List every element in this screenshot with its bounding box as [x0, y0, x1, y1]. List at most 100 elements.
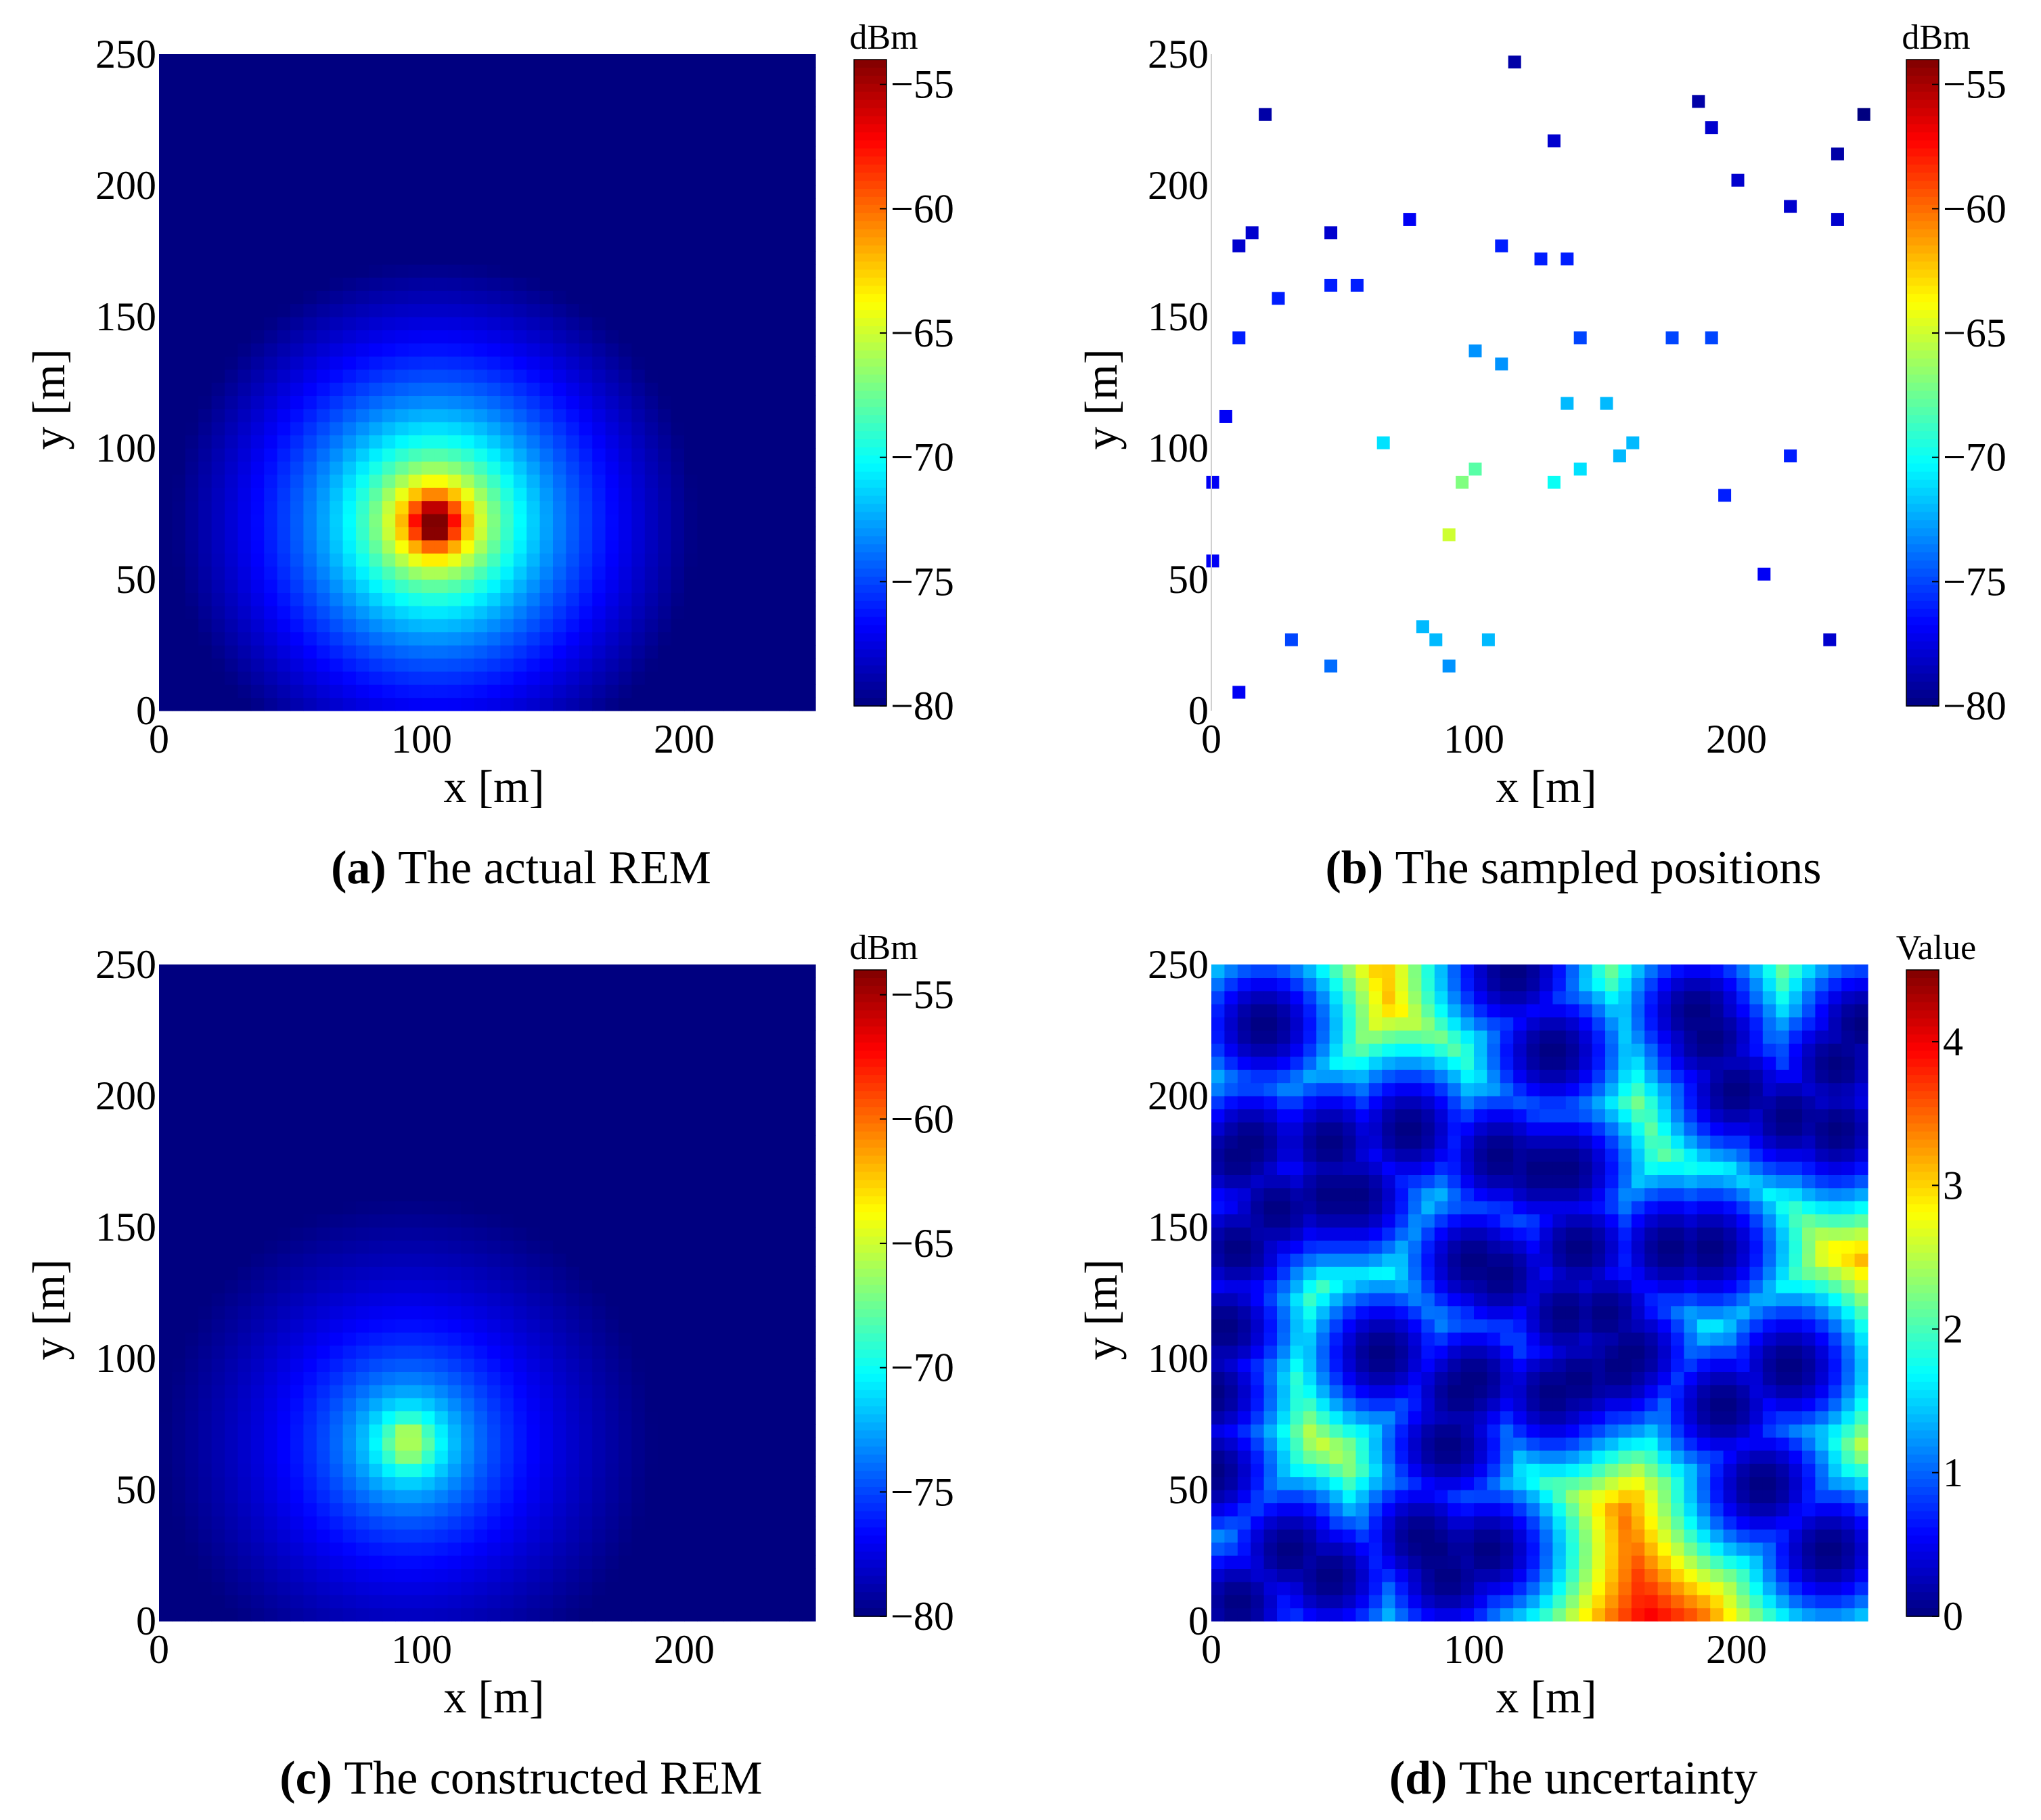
heatmap-cell — [461, 1306, 475, 1320]
heatmap-cell — [264, 1279, 278, 1293]
heatmap-cell — [723, 592, 738, 606]
heatmap-cell — [250, 1437, 265, 1451]
heatmap-cell — [434, 645, 449, 659]
heatmap-cell — [736, 1503, 750, 1517]
heatmap-cell — [225, 1056, 238, 1070]
heatmap-cell — [356, 106, 369, 120]
heatmap-cell — [198, 990, 212, 1004]
heatmap-cell — [330, 435, 344, 449]
heatmap-cell — [290, 1069, 304, 1084]
heatmap-cell — [631, 1004, 646, 1018]
heatmap-cell — [395, 198, 409, 213]
heatmap-cell — [422, 120, 435, 133]
heatmap-cell — [159, 317, 173, 330]
heatmap-cell — [159, 1082, 173, 1096]
heatmap-cell — [369, 1253, 383, 1267]
heatmap-cell — [605, 133, 619, 147]
heatmap-cell — [264, 146, 278, 160]
heatmap-cell — [395, 382, 409, 396]
heatmap-cell — [723, 290, 738, 305]
caption-text: The actual REM — [386, 842, 711, 894]
heatmap-cell — [631, 1568, 646, 1582]
heatmap-cell — [750, 395, 763, 409]
heatmap-cell — [159, 93, 173, 108]
heatmap-cell — [684, 527, 698, 541]
heatmap-cell — [658, 1503, 672, 1517]
heatmap-cell — [526, 303, 541, 317]
heatmap-cell — [644, 619, 658, 633]
heatmap-cell — [342, 566, 357, 580]
heatmap-cell — [553, 1318, 566, 1333]
heatmap-cell — [211, 1476, 225, 1490]
heatmap-cell — [198, 1542, 212, 1556]
heatmap-cell — [763, 317, 777, 330]
heatmap-cell — [238, 1266, 252, 1281]
heatmap-cell — [644, 1017, 658, 1031]
heatmap-cell — [736, 133, 750, 147]
heatmap-cell — [356, 1148, 369, 1162]
heatmap-cell — [658, 631, 672, 646]
heatmap-cell — [710, 645, 724, 659]
colorbar-tick-label: −65 — [891, 311, 954, 355]
heatmap-cell — [250, 1515, 265, 1530]
heatmap-cell — [461, 1030, 475, 1044]
heatmap-cell — [658, 1371, 672, 1385]
heatmap-cell — [579, 317, 593, 330]
heatmap-cell — [553, 1069, 566, 1084]
heatmap-cell — [526, 1293, 541, 1306]
heatmap-cell — [447, 159, 462, 173]
heatmap-cell — [330, 1201, 344, 1215]
heatmap-cell — [644, 93, 658, 108]
heatmap-cell — [553, 605, 566, 619]
heatmap-cell — [553, 133, 566, 147]
heatmap-cell — [684, 1515, 698, 1530]
heatmap-cell — [644, 527, 658, 541]
heatmap-cell — [225, 1069, 238, 1084]
heatmap-cell — [264, 1607, 278, 1622]
heatmap-cell — [198, 1607, 212, 1622]
heatmap-cell — [710, 1424, 724, 1438]
heatmap-cell — [369, 211, 383, 225]
heatmap-cell — [185, 1279, 199, 1293]
heatmap-cell — [644, 1515, 658, 1530]
heatmap-cell — [277, 1017, 291, 1031]
heatmap-cell — [382, 605, 396, 619]
colorbar-segment — [1906, 374, 1939, 384]
heatmap-cell — [566, 1174, 580, 1189]
heatmap-cell — [250, 474, 265, 488]
heatmap-cell — [723, 1490, 738, 1503]
heatmap-cell — [382, 1004, 396, 1018]
heatmap-cell — [619, 658, 632, 672]
heatmap-cell — [605, 1266, 619, 1281]
heatmap-cell — [619, 1109, 632, 1123]
heatmap-cell — [776, 592, 790, 606]
heatmap-cell — [605, 1555, 619, 1569]
heatmap-cell — [422, 1476, 435, 1490]
heatmap-cell — [605, 684, 619, 698]
heatmap-cell — [330, 1384, 344, 1398]
heatmap-cell — [408, 658, 422, 672]
heatmap-cell — [697, 106, 711, 120]
heatmap-cell — [290, 172, 304, 186]
heatmap-cell — [776, 395, 790, 409]
heatmap-cell — [211, 1318, 225, 1333]
heatmap-cell — [461, 619, 475, 633]
heatmap-cell — [264, 1004, 278, 1018]
heatmap-cell — [356, 1398, 369, 1412]
heatmap-cell — [290, 133, 304, 147]
heatmap-cell — [487, 54, 501, 68]
heatmap-cell — [619, 527, 632, 541]
heatmap-cell — [382, 1529, 396, 1543]
heatmap-cell — [264, 448, 278, 462]
heatmap-cell — [225, 1607, 238, 1622]
heatmap-cell — [592, 1082, 606, 1096]
heatmap-cell — [474, 277, 488, 291]
heatmap-cell — [710, 1437, 724, 1451]
heatmap-cell — [447, 342, 462, 357]
heatmap-cell — [422, 527, 435, 541]
heatmap-cell — [342, 225, 357, 239]
heatmap-cell — [264, 395, 278, 409]
heatmap-cell — [553, 1293, 566, 1306]
heatmap-cell — [579, 172, 593, 186]
heatmap-cell — [434, 382, 449, 396]
